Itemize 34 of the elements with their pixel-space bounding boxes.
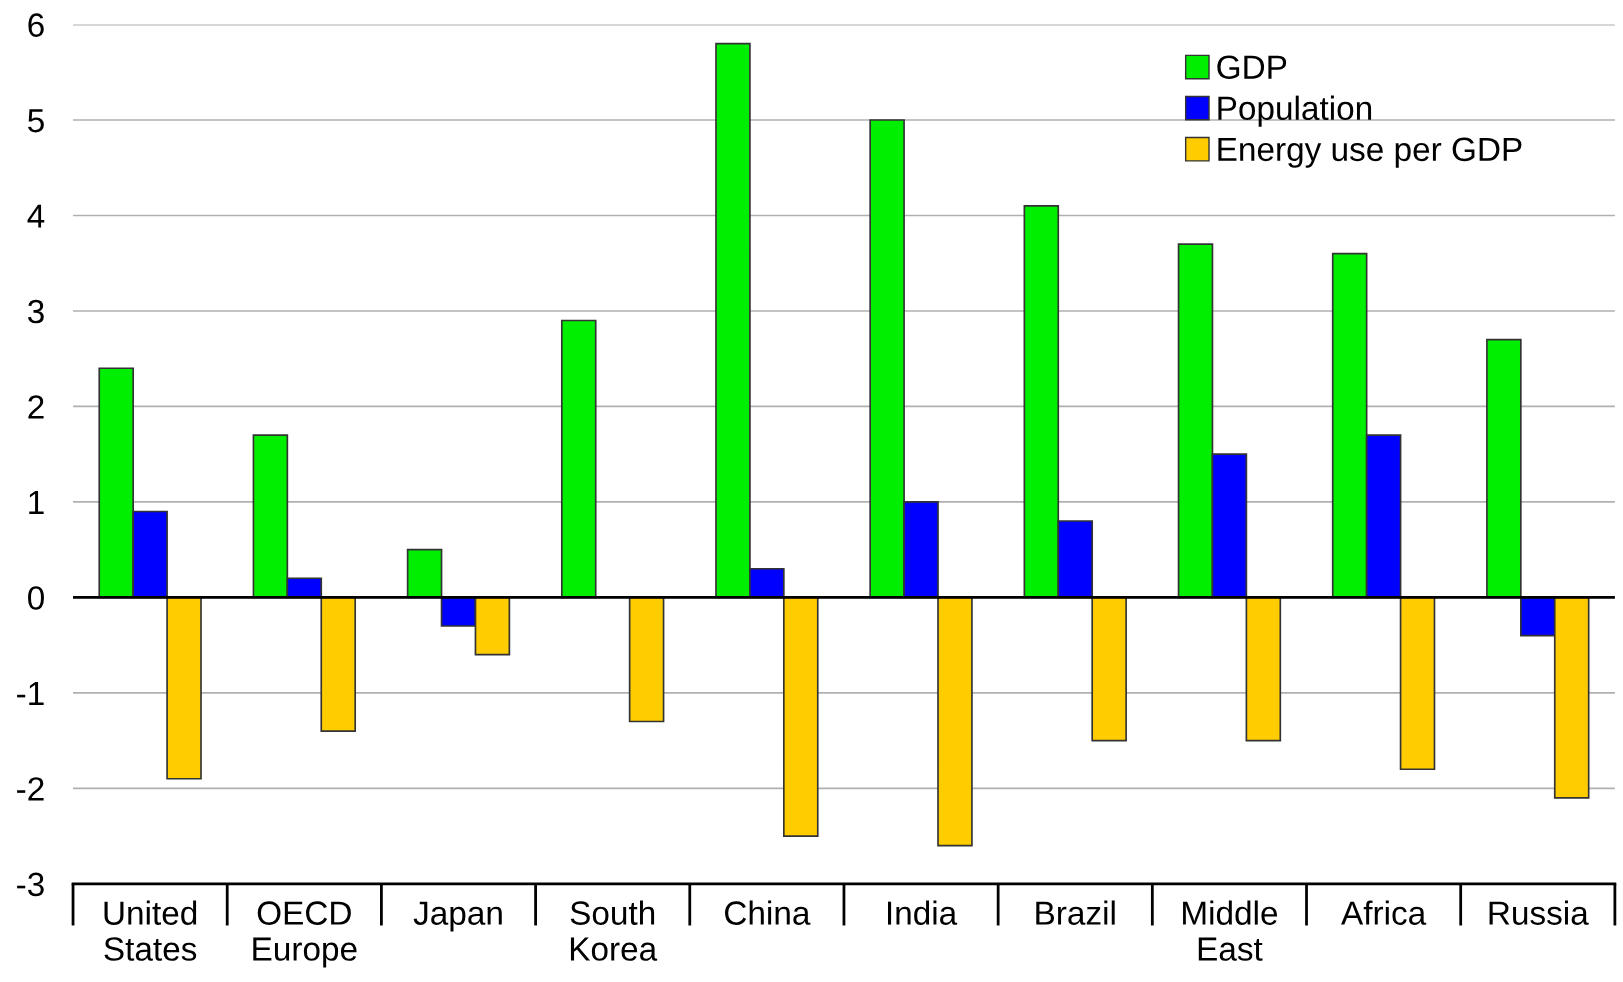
- bar: [560, 319, 597, 599]
- legend-label: Population: [1218, 95, 1372, 127]
- bar: [166, 596, 202, 780]
- x-tick-label: South Korea: [570, 900, 658, 961]
- y-tick-label: -3: [17, 872, 44, 897]
- bar: [937, 596, 973, 847]
- x-tick-label: Japan: [413, 901, 502, 932]
- bar: [782, 596, 819, 837]
- y-tick-label: -1: [17, 682, 44, 705]
- y-tick-label: 2: [28, 395, 44, 419]
- x-tick-label: United States: [104, 900, 197, 961]
- x-tick-label: Brazil: [1036, 900, 1115, 925]
- y-tick-label: 5: [28, 109, 44, 133]
- bar: [406, 548, 443, 599]
- y-tick-label: 1: [29, 491, 44, 514]
- y-tick-label: 0: [28, 586, 44, 610]
- x-tick-label: Africa: [1341, 900, 1427, 925]
- x-tick-label: OECD Europe: [253, 901, 357, 968]
- y-tick-label: -2: [17, 777, 44, 801]
- legend-label: GDP: [1217, 55, 1287, 80]
- y-tick-label: 6: [28, 13, 44, 37]
- bar: [628, 596, 665, 723]
- bar: [1486, 338, 1522, 599]
- x-tick-label: Middle East: [1183, 900, 1278, 961]
- y-tick-label: 4: [27, 204, 45, 228]
- x-tick-label: Russia: [1489, 900, 1589, 925]
- bar: [1091, 596, 1127, 742]
- bar: [320, 596, 357, 732]
- legend-label: Energy use per GDP: [1218, 137, 1522, 168]
- x-tick-label: India: [887, 900, 958, 925]
- y-tick-label: 3: [27, 299, 44, 324]
- bar: [1245, 596, 1282, 742]
- bar: [1399, 596, 1436, 771]
- x-tick-label: China: [725, 900, 811, 925]
